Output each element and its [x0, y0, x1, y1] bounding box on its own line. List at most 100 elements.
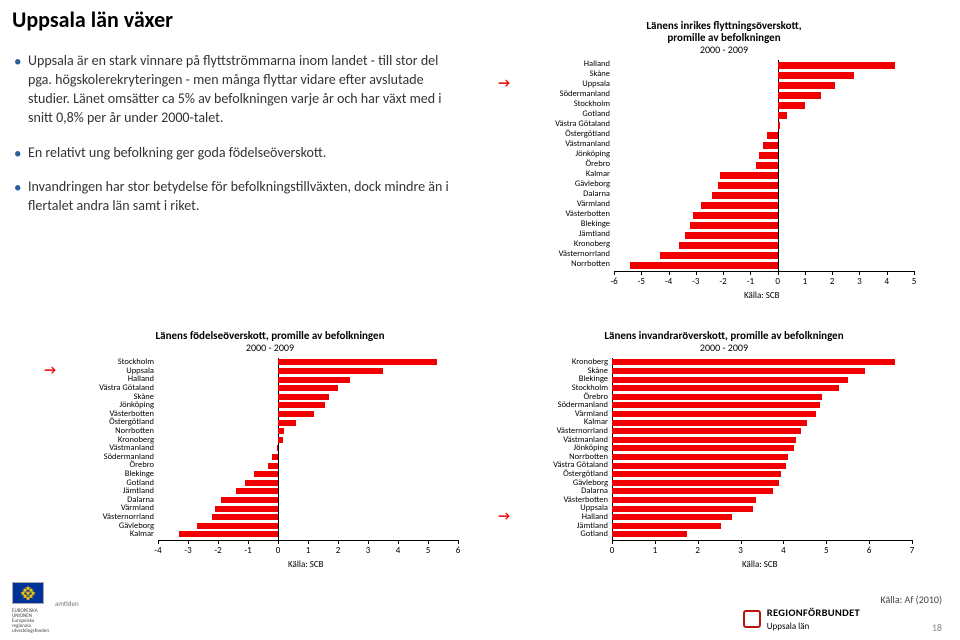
x-tick-label: -3 [184, 545, 191, 556]
x-axis [612, 540, 912, 541]
x-tick-label: 0 [276, 545, 281, 556]
category-label: Örebro [516, 159, 610, 169]
bar [278, 359, 437, 365]
bar [612, 445, 794, 451]
page-title: Uppsala län växer [12, 6, 173, 33]
x-tick-label: 3 [738, 545, 743, 556]
bar [236, 488, 278, 494]
chart-title: Länens inrikes flyttningsöverskott, prom… [514, 20, 934, 56]
x-tick-label: 6 [867, 545, 872, 556]
x-tick-label: -2 [214, 545, 221, 556]
bar [278, 437, 283, 443]
chart-fodelse: Länens födelseöverskott, promille av bef… [60, 330, 480, 590]
x-tick [428, 540, 429, 544]
bullet-item: En relativt ung befolkning ger goda föde… [14, 144, 459, 163]
chart-invandrar: Länens invandraröverskott, promille av b… [514, 330, 934, 590]
bar [701, 202, 777, 209]
chart-source: Källa: SCB [742, 559, 778, 570]
chart-source: Källa: SCB [744, 290, 780, 301]
category-label: Jönköping [516, 149, 610, 159]
truncated-text: amtiden [55, 599, 79, 608]
bar [612, 437, 796, 443]
chart-body: KronobergSkåneBlekingeStockholmÖrebroSöd… [514, 358, 934, 568]
bar [612, 377, 848, 383]
x-tick [914, 271, 915, 275]
x-tick [188, 540, 189, 544]
x-tick [641, 271, 642, 275]
x-tick [308, 540, 309, 544]
bar [778, 122, 781, 129]
highlight-arrow-icon: → [498, 509, 510, 524]
bar [630, 262, 777, 269]
x-tick-label: 1 [653, 545, 658, 556]
bar [612, 428, 801, 434]
x-tick-label: -1 [747, 276, 754, 287]
eu-logo: EUROPEISKA UNIONEN Europeiska regionala … [12, 582, 52, 634]
x-tick [778, 271, 779, 275]
category-label: Värmland [516, 199, 610, 209]
chart-body: HallandSkåneUppsala→SödermanlandStockhol… [514, 60, 934, 292]
x-tick-label: -3 [692, 276, 699, 287]
x-tick-label: -5 [638, 276, 645, 287]
x-tick-label: 2 [695, 545, 700, 556]
bar [212, 514, 278, 520]
x-tick-label: 3 [366, 545, 371, 556]
x-tick-label: -2 [719, 276, 726, 287]
bullet-list: Uppsala är en stark vinnare på flyttströ… [14, 52, 459, 232]
page-number: 18 [932, 621, 942, 634]
bar [778, 62, 895, 69]
category-label: Gotland [516, 109, 610, 119]
bar [660, 252, 777, 259]
bar [720, 172, 777, 179]
x-tick [832, 271, 833, 275]
bar [778, 102, 805, 109]
x-tick [869, 540, 870, 544]
bar [612, 471, 781, 477]
eu-flag-icon [12, 582, 44, 604]
x-tick [655, 540, 656, 544]
category-label: Kalmar [62, 529, 154, 539]
x-tick [750, 271, 751, 275]
x-tick-label: 6 [456, 545, 461, 556]
x-tick-label: 4 [396, 545, 401, 556]
category-label: Västra Götaland [516, 119, 610, 129]
x-tick-label: 2 [336, 545, 341, 556]
bar [221, 497, 278, 503]
bar [215, 506, 278, 512]
bullet-item: Invandringen har stor betydelse för befo… [14, 178, 459, 216]
category-label: Västernorrland [516, 249, 610, 259]
bar [612, 420, 807, 426]
category-label: Gävleborg [516, 179, 610, 189]
bar [756, 162, 778, 169]
category-label: Dalarna [516, 189, 610, 199]
x-tick [723, 271, 724, 275]
category-label: Östergötland [516, 129, 610, 139]
x-tick [368, 540, 369, 544]
bar [278, 385, 338, 391]
chart-flyttning: Länens inrikes flyttningsöverskott, prom… [514, 20, 934, 305]
x-tick [612, 540, 613, 544]
x-tick [614, 271, 615, 275]
x-tick [698, 540, 699, 544]
x-tick [398, 540, 399, 544]
x-tick [458, 540, 459, 544]
x-tick [278, 540, 279, 544]
bar [254, 471, 278, 477]
x-tick [859, 271, 860, 275]
x-tick-label: 1 [803, 276, 808, 287]
bar [268, 463, 278, 469]
x-tick-label: 0 [610, 545, 615, 556]
bar [759, 152, 778, 159]
x-tick [669, 271, 670, 275]
bar [277, 445, 279, 451]
bar [179, 531, 278, 537]
x-tick [912, 540, 913, 544]
x-tick-label: 5 [426, 545, 431, 556]
x-tick [696, 271, 697, 275]
x-tick-label: 3 [857, 276, 862, 287]
highlight-arrow-icon: → [498, 76, 510, 91]
x-tick [338, 540, 339, 544]
bar [612, 454, 788, 460]
x-tick-label: 1 [306, 545, 311, 556]
chart-title: Länens invandraröverskott, promille av b… [514, 330, 934, 354]
